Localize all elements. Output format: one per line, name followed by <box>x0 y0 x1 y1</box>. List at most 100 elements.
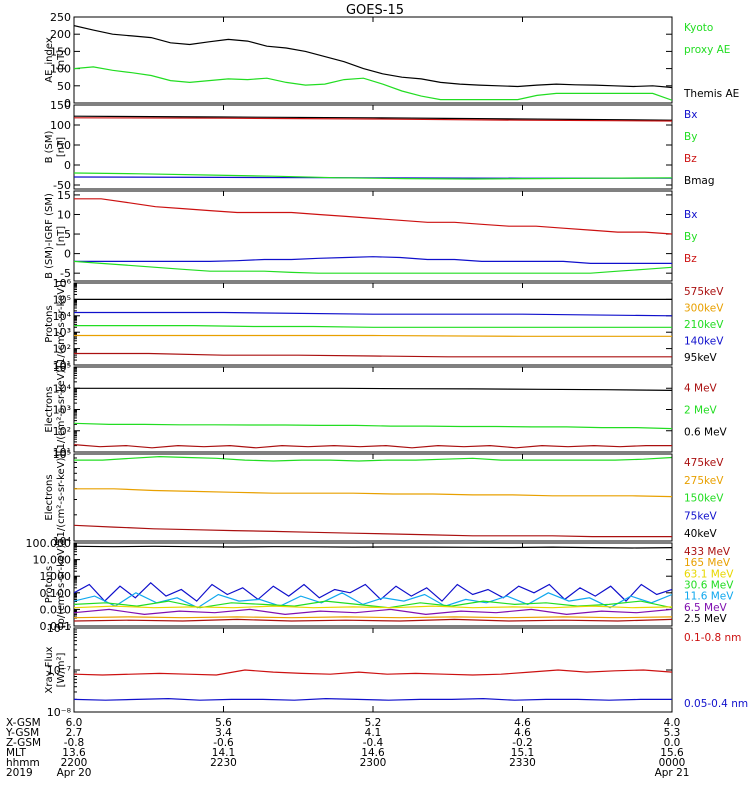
legend-label: 140keV <box>684 336 724 348</box>
legend-label: Bx <box>684 209 697 221</box>
panel-bigrf: -5 0 5 10 15B (SM)-IGRF (SM) [nT] Bx By Bz <box>44 189 697 282</box>
x-axis-value: 15.6 <box>660 747 684 759</box>
legend-label: 300keV <box>684 303 724 315</box>
legend-label: 95keV <box>684 352 718 364</box>
panel-frame <box>73 542 673 627</box>
series-line-green <box>74 325 672 328</box>
legend-label: 40keV <box>684 528 718 540</box>
y-tick-label: 0.100 <box>40 587 72 600</box>
series-line-green <box>74 66 672 101</box>
y-tick-label: 10 <box>57 208 71 221</box>
x-axis-value: 4.6 <box>514 727 531 739</box>
series-line-blue <box>74 697 672 701</box>
y-axis-label: Protons <box>44 566 55 603</box>
series-line-blue <box>74 581 672 602</box>
panel-pmag: 10¹ 10² 10³ 10⁴ 10⁵ 10⁶ Protons [1/(cm²-s-sr-ke… <box>44 277 724 372</box>
panel-emag: 10¹ 10² 10³ 10⁴ 10⁵ Electrons [1/(cm²-s-sr-keV… <box>44 361 728 459</box>
y-tick-label: 150 <box>50 45 71 58</box>
series-line-orange <box>74 488 672 498</box>
legend-label: 11.6 MeV <box>684 591 734 603</box>
y-tick-label: -50 <box>53 179 71 192</box>
y-tick-label: 200 <box>50 28 71 41</box>
legend-label: 6.5 MeV <box>684 602 728 614</box>
y-tick-label: 150 <box>50 99 71 112</box>
x-axis-row-label: X-GSM <box>6 717 41 729</box>
y-axis-label: [1/(cm²-s-sr-keV)] <box>56 366 67 454</box>
y-tick-label: 10.000 <box>33 554 72 567</box>
legend-label: 30.6 MeV <box>684 580 734 592</box>
x-axis-value: 15.1 <box>511 747 534 759</box>
y-axis-label: [nT] <box>56 226 67 246</box>
series-line-darkred <box>74 618 672 622</box>
series-line-black <box>74 115 672 121</box>
legend-label: 0.6 MeV <box>684 427 728 439</box>
y-tick-label: 10⁵ <box>53 293 71 306</box>
x-axis-value: 14.6 <box>361 747 385 759</box>
series-line-red <box>74 198 672 235</box>
x-axis-value: 4.0 <box>664 717 681 729</box>
y-axis-label: Xray Flux <box>44 646 55 693</box>
x-axis-value: -0.8 <box>64 737 85 749</box>
legend-label: 0.05-0.4 nm <box>684 698 748 710</box>
panel-frame <box>73 453 673 542</box>
panel-frame <box>73 282 673 366</box>
series-line-black <box>74 387 672 391</box>
y-tick-label: 10⁴ <box>53 382 72 395</box>
series-line-purple <box>74 608 672 616</box>
x-axis-row-label: MLT <box>6 747 26 759</box>
legend-label: Bmag <box>684 175 715 187</box>
x-axis-value: 2230 <box>210 757 237 769</box>
y-axis-label: [p/(cm²-s-sr-keV)] <box>56 541 67 629</box>
y-axis-label: [1/(cm²-s-sr-keV)] <box>56 280 67 368</box>
y-tick-label: 10⁶ <box>53 277 72 290</box>
y-tick-label: 10⁻⁶ <box>47 622 72 635</box>
legend-label: 4 MeV <box>684 383 718 395</box>
legend-label: 165 MeV <box>684 557 731 569</box>
panel-ae: 0 50 100 150 200 250 AE_index [nT] Kyoto proxy AE… <box>44 11 739 110</box>
legend-label: 2.5 MeV <box>684 613 728 625</box>
y-tick-label: 10¹ <box>53 359 71 372</box>
x-axis-value: -0.6 <box>213 737 234 749</box>
legend-label: proxy AE <box>684 44 730 56</box>
y-axis-label: [W/m²] <box>56 652 67 687</box>
y-axis-label: [nT] <box>56 50 67 70</box>
series-line-green <box>74 455 672 462</box>
series-line-green <box>74 422 672 430</box>
x-axis-value: 2330 <box>509 757 536 769</box>
series-line-yellow <box>74 605 672 609</box>
x-axis-value: 2200 <box>61 757 88 769</box>
legend-label: Bx <box>684 109 697 121</box>
y-tick-label: 0.010 <box>40 603 72 616</box>
x-axis-value: 2300 <box>360 757 387 769</box>
x-axis-value: 2.7 <box>66 727 83 739</box>
x-axis-value: 13.6 <box>62 747 86 759</box>
panel-xrs: 10⁻⁸ 10⁻⁷ 10⁻⁶ Xray Flux [W/m²] 0.1-0.8 nm 0.0… <box>44 622 748 719</box>
y-tick-label: 15 <box>57 189 71 202</box>
x-axis-value: 4.1 <box>365 727 382 739</box>
plot-title: GOES-15 <box>346 3 404 18</box>
series-line-orange <box>74 616 672 619</box>
legend-label: 210keV <box>684 319 724 331</box>
y-axis-label: Protons <box>44 305 55 342</box>
x-axis-row-label: Z-GSM <box>6 737 41 749</box>
series-line-green <box>74 600 672 609</box>
x-axis-value: -0.2 <box>512 737 533 749</box>
legend-label: 275keV <box>684 475 724 487</box>
y-tick-label: 100.000 <box>26 537 72 550</box>
y-axis-label: AE_index <box>44 37 55 83</box>
legend-label: 75keV <box>684 510 718 522</box>
panel-frame <box>73 16 673 104</box>
y-tick-label: 0 <box>64 97 71 110</box>
x-axis-row-label: 2019 <box>6 767 33 779</box>
y-tick-label: 10⁴ <box>53 310 72 323</box>
y-tick-label: 10² <box>53 425 71 438</box>
y-tick-label: 0 <box>64 248 71 261</box>
panel-peps: 0.001 0.010 0.100 1.000 10.000 100.000 Protons… <box>26 537 735 633</box>
series-line-blue <box>74 256 672 264</box>
series-line-black <box>74 25 672 89</box>
legend-label: Themis AE <box>683 88 739 100</box>
series-line-red <box>74 117 672 122</box>
series-line-blue <box>74 311 672 317</box>
legend-label: Bz <box>684 153 697 165</box>
